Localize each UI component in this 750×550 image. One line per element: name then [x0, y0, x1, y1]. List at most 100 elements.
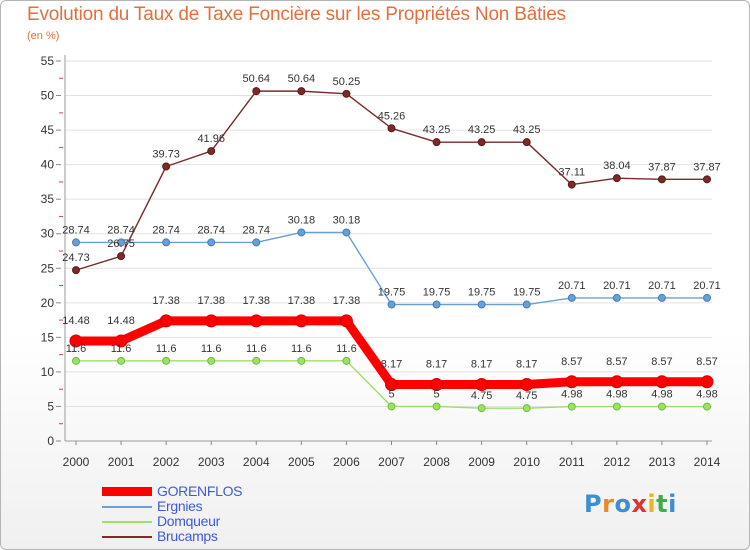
point-gorenflos-2003 [204, 314, 218, 328]
y-tick-label-40: 40 [41, 158, 55, 172]
legend-swatch-brucamps [102, 535, 152, 538]
point-gorenflos-2011 [565, 375, 579, 389]
data-label-domqueur-2003: 11.6 [201, 343, 222, 355]
point-gorenflos-2005 [294, 314, 308, 328]
data-label-brucamps-2002: 39.73 [152, 149, 180, 161]
data-label-domqueur-2000: 11.6 [66, 343, 87, 355]
logo-letter: x [631, 490, 648, 518]
series-brucamps [72, 87, 711, 275]
data-label-brucamps-2005: 50.64 [288, 73, 316, 85]
data-label-domqueur-2007: 5 [388, 388, 394, 400]
point-gorenflos-2002 [159, 314, 173, 328]
series-layer [69, 87, 714, 413]
point-ergnies-2005 [297, 228, 306, 237]
data-label-ergnies-2009: 19.75 [468, 287, 496, 299]
data-label-domqueur-2005: 11.6 [291, 343, 312, 355]
y-tick-label-10: 10 [41, 365, 55, 379]
x-tick-label-2004: 2004 [243, 455, 270, 469]
point-domqueur-2008 [432, 402, 441, 411]
series-domqueur [72, 356, 711, 413]
data-label-brucamps-2001: 26.75 [107, 238, 135, 250]
x-tick-label-2011: 2011 [559, 455, 585, 469]
data-label-domqueur-2013: 4.98 [651, 389, 672, 401]
point-ergnies-2011 [567, 293, 576, 302]
x-tick-label-2000: 2000 [63, 455, 90, 469]
point-ergnies-2008 [432, 300, 441, 309]
point-brucamps-2011 [567, 180, 576, 189]
data-label-ergnies-2004: 28.74 [243, 224, 271, 236]
data-label-gorenflos-2011: 8.57 [561, 356, 582, 368]
legend-swatch-domqueur [102, 520, 152, 523]
data-label-brucamps-2008: 43.25 [423, 124, 451, 136]
y-tick-label-0: 0 [47, 434, 54, 448]
point-gorenflos-2009 [475, 378, 489, 392]
data-label-brucamps-2007: 45.26 [378, 110, 406, 122]
data-label-gorenflos-2014: 8.57 [696, 356, 717, 368]
data-label-ergnies-2006: 30.18 [333, 214, 361, 226]
point-brucamps-2014 [703, 175, 711, 184]
point-gorenflos-2012 [610, 375, 624, 389]
point-brucamps-2004 [252, 87, 261, 96]
x-tick-label-2007: 2007 [378, 455, 405, 469]
point-ergnies-2013 [657, 293, 666, 302]
point-ergnies-2004 [252, 238, 261, 247]
data-label-domqueur-2011: 4.98 [561, 389, 582, 401]
y-tick-label-55: 55 [41, 54, 55, 68]
data-label-ergnies-2001: 28.74 [107, 224, 135, 236]
point-domqueur-2009 [477, 404, 486, 413]
data-label-brucamps-2011: 37.11 [558, 167, 585, 179]
point-domqueur-2011 [567, 402, 576, 411]
legend-label-domqueur: Domqueur [157, 513, 220, 529]
point-ergnies-2007 [387, 300, 396, 309]
data-label-gorenflos-2001: 14.48 [107, 315, 135, 327]
logo-letter: r [602, 490, 615, 518]
data-label-brucamps-2000: 24.73 [62, 252, 90, 264]
point-ergnies-2006 [342, 228, 351, 237]
x-tick-label-2013: 2013 [649, 455, 676, 469]
y-tick-label-5: 5 [47, 399, 54, 413]
data-label-domqueur-2001: 11.6 [111, 343, 132, 355]
data-label-ergnies-2002: 28.74 [152, 224, 180, 236]
x-tick-label-2001: 2001 [108, 455, 135, 469]
data-label-domqueur-2010: 4.75 [516, 390, 537, 402]
point-domqueur-2000 [72, 356, 80, 365]
x-tick-label-2012: 2012 [604, 455, 631, 469]
chart-subtitle: (en %) [27, 30, 60, 42]
y-tick-label-20: 20 [41, 296, 55, 310]
point-domqueur-2010 [522, 404, 531, 413]
point-domqueur-2006 [342, 356, 351, 365]
y-tick-label-15: 15 [41, 330, 55, 344]
data-label-brucamps-2012: 38.04 [603, 160, 631, 172]
legend-swatch-ergnies [102, 505, 152, 508]
x-tick-label-2005: 2005 [288, 455, 315, 469]
data-label-domqueur-2006: 11.6 [336, 343, 357, 355]
point-domqueur-2004 [252, 356, 261, 365]
point-gorenflos-2013 [655, 375, 669, 389]
point-ergnies-2012 [612, 293, 621, 302]
data-label-gorenflos-2002: 17.38 [152, 295, 180, 307]
data-label-gorenflos-2010: 8.17 [516, 359, 537, 371]
point-ergnies-2001 [117, 238, 126, 247]
data-label-brucamps-2010: 43.25 [513, 124, 541, 136]
point-gorenflos-2008 [430, 378, 444, 392]
point-brucamps-2002 [162, 162, 171, 171]
data-label-ergnies-2005: 30.18 [288, 214, 316, 226]
x-tick-label-2010: 2010 [513, 455, 540, 469]
data-label-domqueur-2008: 5 [434, 388, 440, 400]
point-ergnies-2003 [207, 238, 216, 247]
series-gorenflos [69, 314, 714, 392]
chart-title: Evolution du Taux de Taxe Foncière sur l… [27, 4, 566, 25]
logo-letter: o [614, 490, 632, 518]
point-brucamps-2010 [522, 138, 531, 147]
x-tick-label-2008: 2008 [423, 455, 450, 469]
point-gorenflos-2007 [385, 378, 398, 392]
point-domqueur-2003 [207, 356, 216, 365]
logo-letter: i [668, 490, 677, 518]
logo-letter: t [656, 490, 669, 518]
point-brucamps-2000 [72, 266, 80, 275]
y-tick-label-50: 50 [41, 89, 55, 103]
data-label-gorenflos-2004: 17.38 [243, 295, 271, 307]
point-gorenflos-2006 [339, 314, 353, 328]
